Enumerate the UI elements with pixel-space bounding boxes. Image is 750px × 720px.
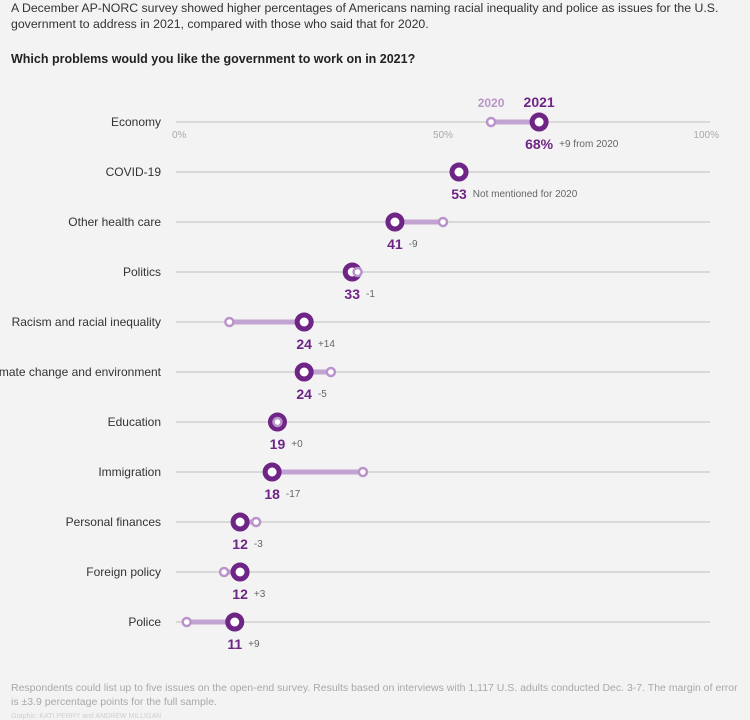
- change-label: -17: [286, 489, 301, 500]
- axis-tick-label: 0%: [172, 130, 187, 141]
- value-label: 24: [296, 336, 312, 352]
- point-2020: [352, 266, 363, 278]
- value-label: 11: [227, 636, 242, 652]
- point-2021: [294, 312, 314, 332]
- point-2021: [225, 612, 245, 632]
- value-label: 12: [232, 586, 248, 602]
- point-2020: [272, 416, 283, 428]
- change-label: -3: [254, 539, 263, 550]
- point-2020: [437, 216, 449, 228]
- change-label: -1: [366, 289, 375, 300]
- value-label: 19: [270, 436, 286, 452]
- value-label: 33: [344, 286, 360, 302]
- category-label: Immigration: [98, 465, 161, 479]
- point-2020: [325, 366, 337, 378]
- change-label: +9: [248, 639, 260, 650]
- value-label: 53: [451, 186, 467, 202]
- legend-2020: 2020: [478, 96, 505, 110]
- value-label: 12: [232, 536, 248, 552]
- category-label: Racism and racial inequality: [12, 315, 161, 329]
- category-label: Education: [108, 415, 161, 429]
- axis-tick-label: 100%: [693, 130, 719, 141]
- legend-2021: 2021: [524, 94, 555, 110]
- category-label: COVID-19: [106, 165, 162, 179]
- category-label: Climate change and environment: [0, 365, 162, 379]
- change-label: +14: [318, 339, 335, 350]
- chart-question: Which problems would you like the govern…: [11, 52, 416, 66]
- change-label: -5: [318, 389, 327, 400]
- point-2021: [529, 112, 549, 132]
- point-2020: [224, 316, 235, 328]
- change-label: Not mentioned for 2020: [473, 189, 578, 200]
- point-2021: [262, 462, 282, 482]
- value-label: 18: [264, 486, 280, 502]
- point-2020: [485, 116, 497, 128]
- value-label: 41: [387, 236, 403, 252]
- value-label: 24: [296, 386, 312, 402]
- point-2020: [181, 616, 192, 628]
- point-2020: [357, 466, 369, 478]
- category-label: Foreign policy: [86, 565, 161, 579]
- category-label: Personal finances: [66, 515, 161, 529]
- category-label: Politics: [123, 265, 161, 279]
- change-label: -9: [409, 239, 418, 250]
- category-label: Economy: [111, 115, 161, 129]
- change-label: +3: [254, 589, 266, 600]
- point-2020: [250, 516, 262, 528]
- point-2021: [230, 512, 250, 532]
- point-2021: [230, 562, 250, 582]
- axis-tick-label: 50%: [433, 130, 453, 141]
- footnote: Respondents could list up to five issues…: [11, 682, 738, 708]
- point-2021: [449, 162, 469, 182]
- point-2021: [385, 212, 405, 232]
- credit: Graphic: KATI PERRY and ANDREW MILLIGAN: [11, 713, 162, 720]
- change-label: +0: [291, 439, 303, 450]
- category-label: Police: [128, 615, 161, 629]
- dumbbell-chart: Economy COVID-19 Other health care Politics…: [0, 94, 719, 652]
- point-2020: [218, 566, 230, 578]
- intro-text: A December AP-NORC survey showed higher …: [11, 1, 719, 31]
- value-label: 68%: [525, 136, 554, 152]
- point-2021: [294, 362, 314, 382]
- category-label: Other health care: [68, 215, 161, 229]
- change-label: +9 from 2020: [559, 139, 619, 150]
